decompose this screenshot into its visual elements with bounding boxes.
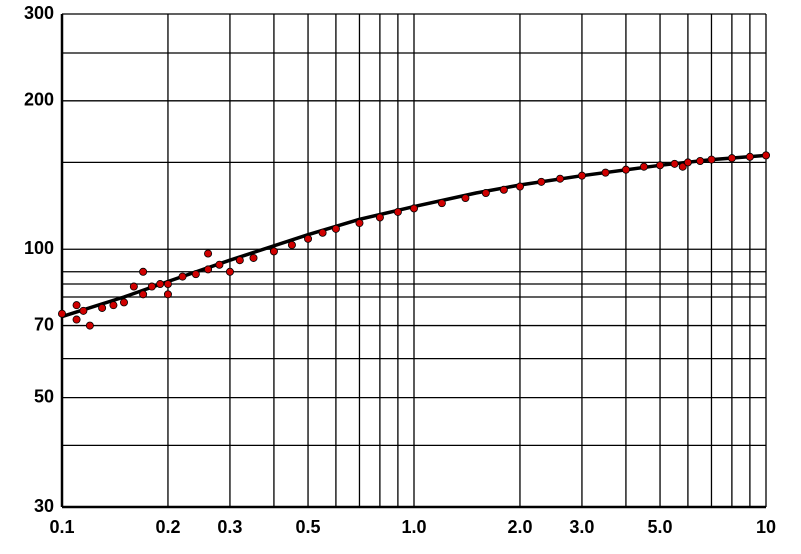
x-tick-label: 1.0 <box>401 517 426 537</box>
data-point <box>163 290 172 299</box>
data-point <box>696 156 705 165</box>
data-point <box>678 162 687 171</box>
data-point <box>139 267 148 276</box>
data-point <box>156 280 165 289</box>
x-tick-label: 0.5 <box>296 517 321 537</box>
data-point <box>249 253 258 262</box>
data-point <box>287 240 296 249</box>
x-tick-label: 10 <box>756 517 776 537</box>
data-point <box>621 165 630 174</box>
data-point <box>707 155 716 164</box>
y-tick-label: 70 <box>34 314 54 334</box>
data-point <box>119 298 128 307</box>
data-point <box>109 301 118 310</box>
x-tick-label: 0.1 <box>49 517 74 537</box>
data-point <box>727 154 736 163</box>
x-tick-label: 2.0 <box>507 517 532 537</box>
data-point <box>139 290 148 299</box>
data-point <box>72 301 81 310</box>
data-point <box>670 159 679 168</box>
data-point <box>639 162 648 171</box>
data-point <box>331 224 340 233</box>
data-point <box>375 213 384 222</box>
x-tick-label: 3.0 <box>569 517 594 537</box>
x-tick-label: 0.2 <box>155 517 180 537</box>
data-point <box>409 204 418 213</box>
data-point <box>355 219 364 228</box>
y-tick-label: 100 <box>24 238 54 258</box>
data-point <box>745 152 754 161</box>
data-point <box>437 199 446 208</box>
data-point <box>79 306 88 315</box>
data-point <box>129 282 138 291</box>
data-point <box>515 182 524 191</box>
data-point <box>683 158 692 167</box>
x-tick-label: 5.0 <box>648 517 673 537</box>
y-tick-label: 300 <box>24 3 54 23</box>
data-point <box>204 265 213 274</box>
data-point <box>762 151 771 160</box>
data-point <box>72 315 81 324</box>
data-point <box>191 270 200 279</box>
y-tick-label: 200 <box>24 90 54 110</box>
data-point <box>393 207 402 216</box>
data-point <box>235 256 244 265</box>
data-point <box>577 171 586 180</box>
data-point <box>178 272 187 281</box>
data-point <box>204 249 213 258</box>
data-point <box>225 267 234 276</box>
data-point <box>556 174 565 183</box>
y-tick-label: 30 <box>34 496 54 516</box>
x-tick-label: 0.3 <box>217 517 242 537</box>
data-point <box>163 280 172 289</box>
data-point <box>85 321 94 330</box>
data-point <box>215 260 224 269</box>
data-point <box>601 168 610 177</box>
data-point <box>461 194 470 203</box>
data-point <box>304 234 313 243</box>
data-point <box>537 177 546 186</box>
data-point <box>499 185 508 194</box>
data-point <box>318 228 327 237</box>
data-point <box>147 282 156 291</box>
data-point <box>481 189 490 198</box>
y-tick-label: 50 <box>34 386 54 406</box>
data-point <box>98 303 107 312</box>
data-point <box>58 309 67 318</box>
data-point <box>269 247 278 256</box>
data-point <box>656 161 665 170</box>
